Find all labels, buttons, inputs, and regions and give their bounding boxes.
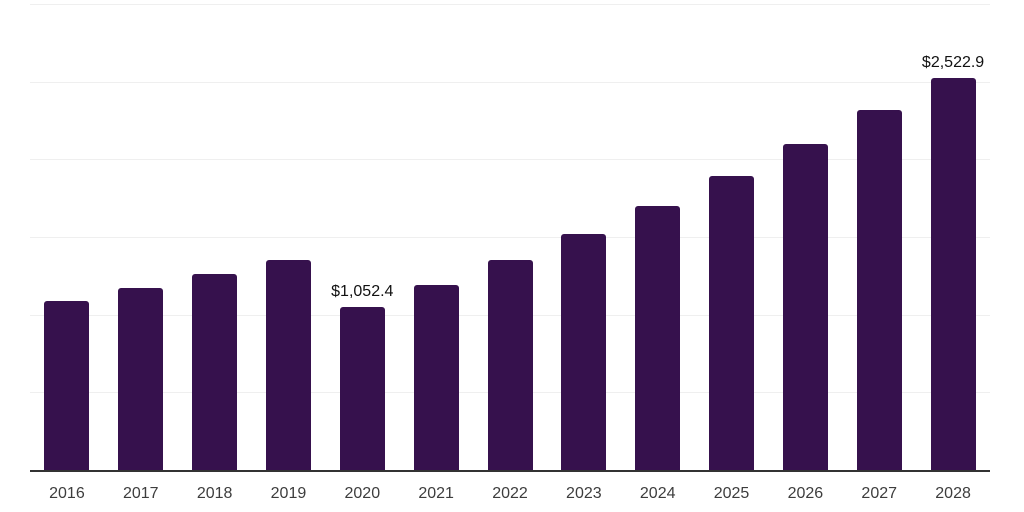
x-tick-2020: 2020 <box>344 485 381 502</box>
bar-2024[interactable] <box>635 205 681 470</box>
x-tick-2021: 2021 <box>418 485 454 502</box>
gridline-3000 <box>30 4 990 5</box>
x-tick-2018: 2018 <box>196 485 233 502</box>
bar-2018[interactable] <box>192 274 238 470</box>
x-tick-2022: 2022 <box>492 485 528 502</box>
bar-2026[interactable] <box>782 143 828 470</box>
bar-2025[interactable] <box>709 175 755 470</box>
bar-2019[interactable] <box>265 260 311 470</box>
bar-2028[interactable] <box>930 78 976 470</box>
bar-2027[interactable] <box>856 109 902 470</box>
gridline-1500 <box>30 237 990 238</box>
x-tick-2026: 2026 <box>787 485 824 502</box>
x-tick-2019: 2019 <box>270 485 307 502</box>
x-tick-2017: 2017 <box>122 485 159 502</box>
x-tick-2025: 2025 <box>713 485 750 502</box>
plot-area: $1,052.4 $2,522.9 <box>30 4 990 472</box>
x-tick-2027: 2027 <box>861 485 898 502</box>
gridline-2000 <box>30 159 990 161</box>
gridline-2500 <box>30 81 990 83</box>
bar-2023[interactable] <box>561 233 607 470</box>
bar-2020[interactable] <box>339 306 385 470</box>
bar-2021[interactable] <box>413 285 459 470</box>
bar-2017[interactable] <box>118 288 164 470</box>
x-tick-2016: 2016 <box>49 485 85 502</box>
bar-value-label-2020: $1,052.4 <box>331 282 394 300</box>
x-axis: 2016 2017 2018 2019 2020 2021 2022 2023 2024 2025… <box>30 484 990 506</box>
bar-2022[interactable] <box>487 259 533 470</box>
x-tick-2024: 2024 <box>639 485 676 502</box>
bar-value-label-2028: $2,522.9 <box>921 54 985 72</box>
x-tick-2028: 2028 <box>935 485 971 502</box>
bar-2016[interactable] <box>44 300 90 470</box>
x-tick-2023: 2023 <box>566 485 602 502</box>
